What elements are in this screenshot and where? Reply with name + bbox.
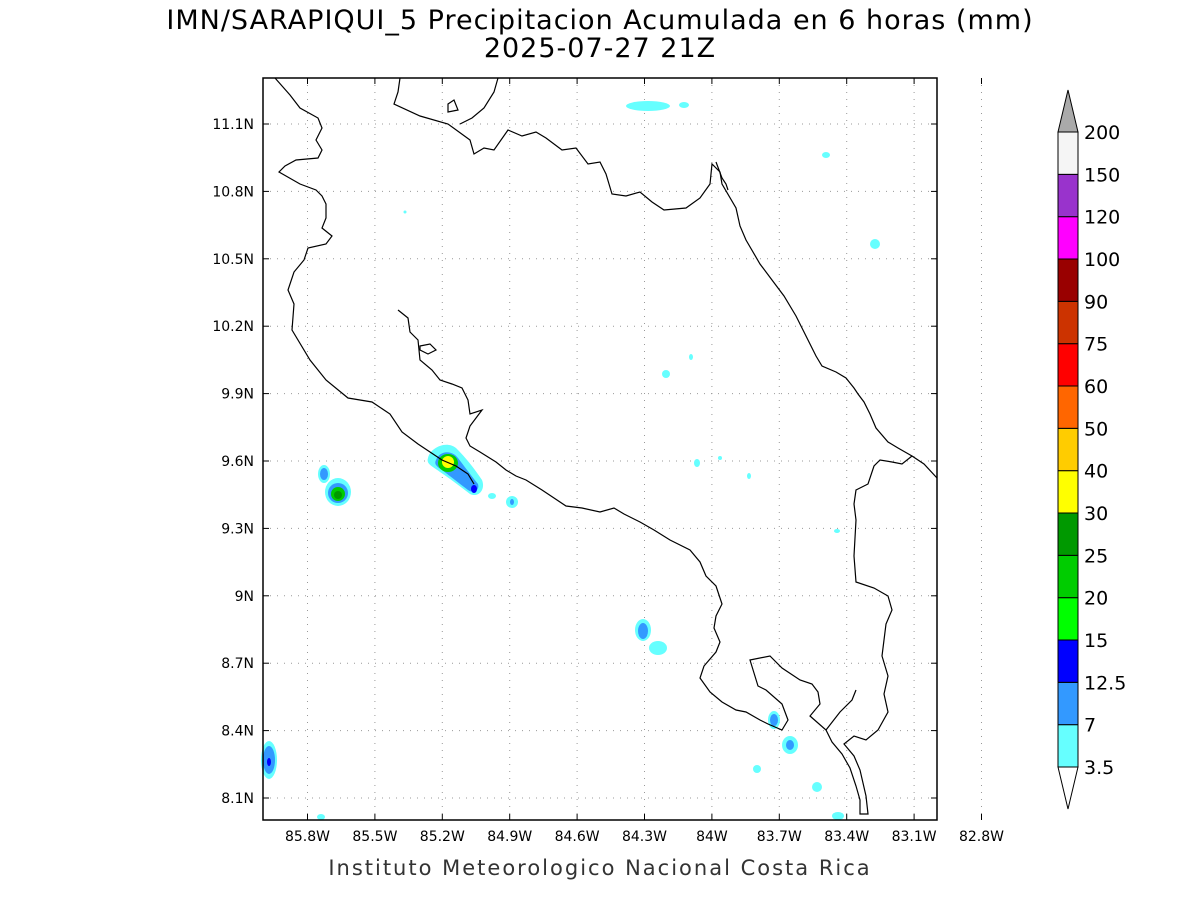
lat-lon-grid	[263, 78, 982, 820]
colorbar-label: 40	[1084, 461, 1108, 483]
y-tick-label: 11.1N	[212, 117, 254, 133]
y-tick-label: 9.6N	[221, 454, 254, 470]
map-subtitle: 2025-07-27 21Z	[483, 33, 717, 64]
y-tick-label: 8.4N	[221, 724, 254, 740]
colorbar-label: 200	[1084, 122, 1120, 144]
colorbar-label: 25	[1084, 545, 1108, 567]
colorbar-swatch	[1057, 512, 1079, 556]
x-tick-label: 84.9W	[487, 829, 532, 845]
map-panel	[261, 77, 982, 821]
y-tick-label: 10.2N	[212, 319, 254, 335]
colorbar-swatch	[1057, 343, 1079, 387]
colorbar-swatch	[1057, 385, 1079, 429]
x-tick-label: 84.3W	[622, 829, 667, 845]
x-tick-label: 82.8W	[959, 829, 1004, 845]
colorbar-label: 90	[1084, 291, 1108, 313]
colorbar-over-arrow	[1057, 89, 1079, 133]
colorbar-swatch	[1057, 131, 1079, 175]
map-footer: Instituto Meteorologico Nacional Costa R…	[328, 856, 872, 880]
colorbar-label: 100	[1084, 249, 1120, 271]
colorbar-swatch	[1057, 258, 1079, 302]
precip-cell-central-pacific	[635, 619, 667, 655]
colorbar-label: 30	[1084, 503, 1108, 525]
colorbar-swatch	[1057, 300, 1079, 345]
colorbar-swatch	[1057, 681, 1079, 726]
colorbar-swatch	[1057, 639, 1079, 683]
colorbar-swatch	[1057, 724, 1079, 768]
precip-cell-south	[317, 711, 844, 820]
colorbar-label: 20	[1084, 588, 1108, 610]
y-tick-label: 10.5N	[212, 252, 254, 268]
x-tick-label: 85.2W	[420, 829, 465, 845]
colorbar-label: 15	[1084, 630, 1108, 652]
precipitation-field	[261, 101, 880, 820]
x-tick-label: 84W	[696, 829, 728, 845]
colorbar-label: 60	[1084, 376, 1108, 398]
x-tick-label: 84.6W	[555, 829, 600, 845]
x-tick-label: 85.8W	[285, 829, 330, 845]
map-title: IMN/SARAPIQUI_5 Precipitacion Acumulada …	[166, 5, 1034, 36]
colorbar-label: 150	[1084, 164, 1120, 186]
colorbar-swatch	[1057, 597, 1079, 641]
colorbar-swatch	[1057, 427, 1079, 472]
y-tick-label: 9N	[235, 589, 254, 605]
y-tick-label: 9.9N	[221, 387, 254, 403]
colorbar-swatch	[1057, 173, 1079, 218]
latitude-axis: 11.1N 10.8N 10.5N 10.2N 9.9N 9.6N 9.3N 9N 8.7N 8.…	[212, 117, 937, 807]
colorbar-swatch	[1057, 554, 1079, 599]
y-tick-label: 8.1N	[221, 791, 254, 807]
colorbar-label: 75	[1084, 334, 1108, 356]
y-tick-label: 9.3N	[221, 521, 254, 537]
x-tick-label: 83.7W	[757, 829, 802, 845]
precip-cell-west-edge	[261, 741, 277, 779]
precip-cell-north	[403, 101, 880, 533]
y-tick-label: 8.7N	[221, 656, 254, 672]
x-tick-label: 85.5W	[352, 829, 397, 845]
colorbar-swatch	[1057, 470, 1079, 514]
y-tick-label: 10.8N	[212, 184, 254, 200]
x-tick-label: 83.4W	[824, 829, 869, 845]
colorbar-under-arrow	[1057, 766, 1079, 810]
coastlines-and-borders	[274, 77, 938, 815]
colorbar-label: 3.5	[1084, 757, 1114, 779]
colorbar-swatch	[1057, 216, 1079, 260]
colorbar-label: 120	[1084, 207, 1120, 229]
colorbar-label: 50	[1084, 418, 1108, 440]
precip-cell-nicoya-west	[318, 465, 351, 506]
longitude-axis: 85.8W 85.5W 85.2W 84.9W 84.6W 84.3W 84W 83.7W 83…	[285, 78, 1004, 845]
x-tick-label: 83.1W	[892, 829, 937, 845]
precipitation-colorbar: 3.5 7 12.5 15 20 25 30 40 50 60 75 90 100 120 150 200	[1057, 89, 1126, 810]
colorbar-label: 12.5	[1084, 672, 1126, 694]
colorbar-label: 7	[1084, 715, 1096, 737]
